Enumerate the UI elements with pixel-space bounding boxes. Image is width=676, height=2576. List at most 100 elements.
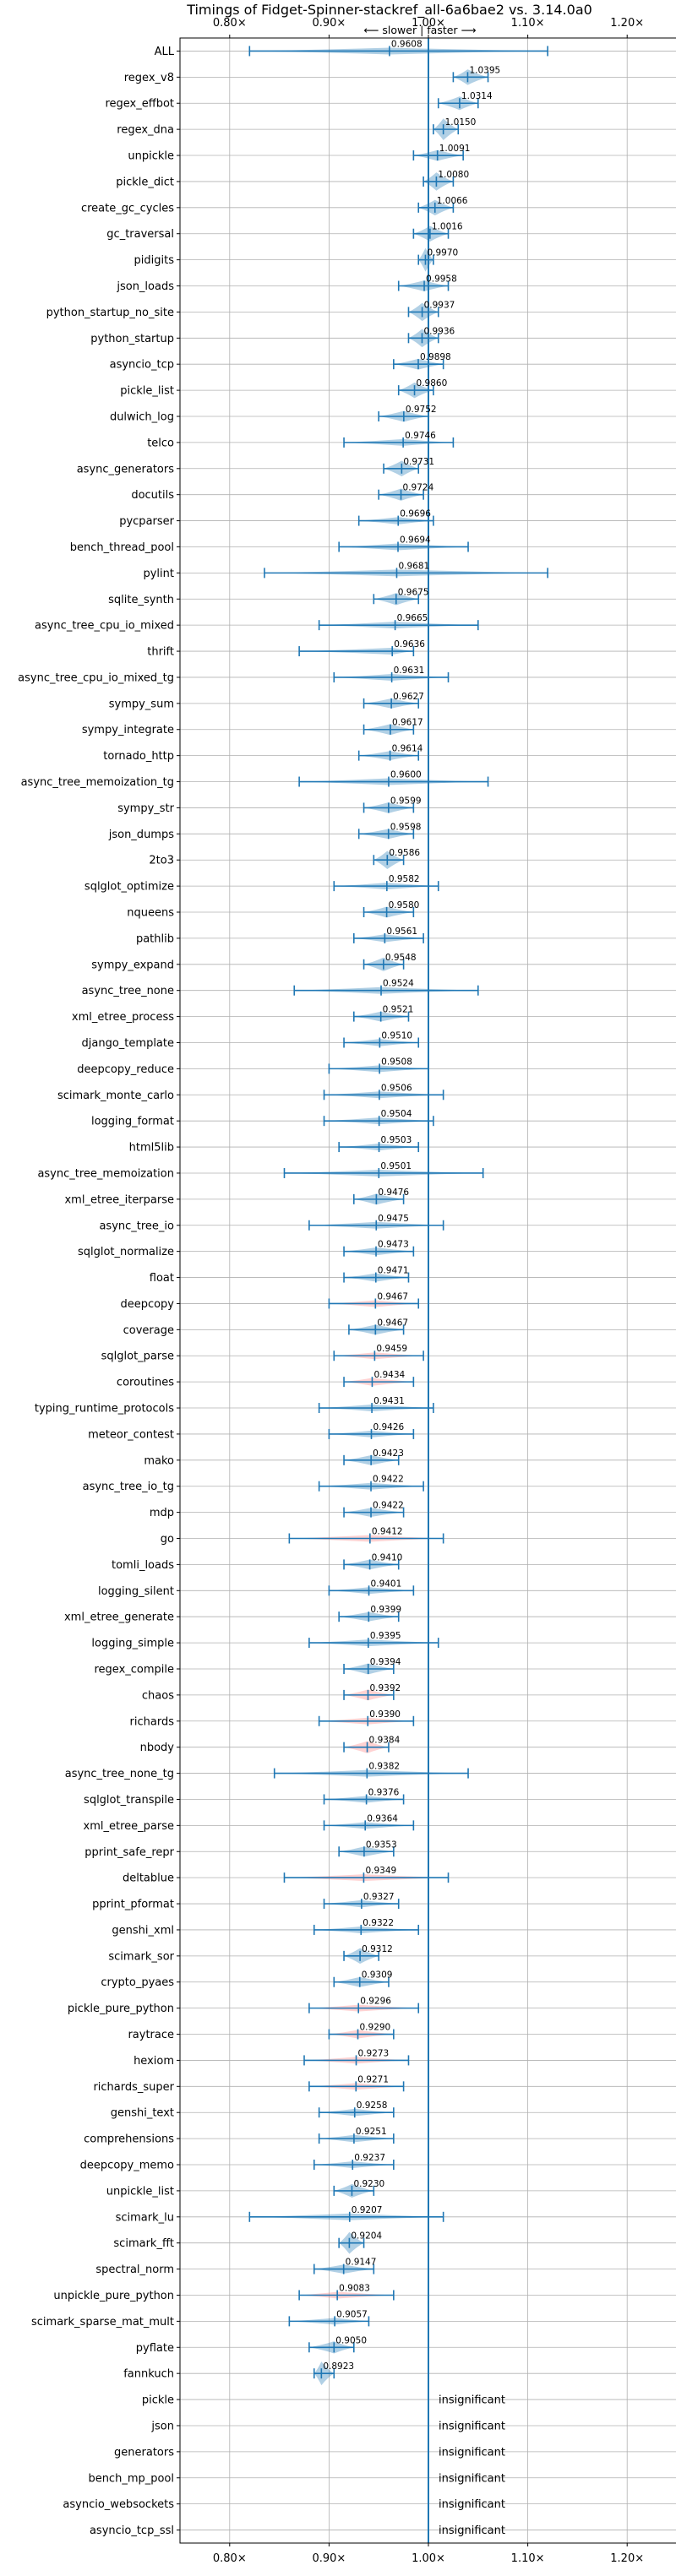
benchmark-label: scimark_sparse_mat_mult [31,2316,174,2329]
value-label: 0.9694 [400,535,431,545]
benchmark-label: bench_mp_pool [88,2472,174,2485]
benchmark-label: create_gc_cycles [81,202,174,215]
benchmark-label: spectral_norm [95,2264,174,2276]
benchmark-label: async_generators [77,463,175,476]
benchmark-label: sympy_str [117,802,174,815]
insignificant-label: insignificant [439,2524,505,2537]
benchmark-label: nbody [140,1742,175,1754]
benchmark-label: asyncio_tcp_ssl [90,2524,174,2537]
value-label: 0.9510 [381,1030,412,1041]
benchmark-label: pickle_dict [116,176,174,188]
benchmark-label: ALL [155,46,175,58]
benchmark-label: gc_traversal [106,228,174,241]
value-label: 0.9752 [406,405,437,415]
benchmark-label: xml_etree_parse [84,1820,174,1833]
x-tick-label-top: 0.90× [312,17,346,30]
value-label: 0.9410 [372,1552,403,1562]
value-label: 0.9401 [371,1579,402,1589]
x-tick-label-bottom: 1.20× [610,2552,644,2565]
value-label: 0.9273 [358,2048,390,2058]
benchmark-label: xml_etree_generate [64,1611,174,1624]
benchmark-label: html5lib [129,1142,174,1155]
value-label: 0.9631 [394,666,425,676]
benchmark-label: genshi_text [111,2107,174,2120]
value-label: 0.9349 [365,1866,396,1876]
value-label: 1.0395 [469,65,500,75]
value-label: 0.9057 [336,2309,368,2319]
value-label: 0.9665 [397,613,428,623]
value-label: 0.9614 [392,744,423,754]
insignificant-label: insignificant [439,2420,505,2432]
benchmark-label: float [150,1272,174,1285]
value-label: 0.9501 [380,1161,412,1171]
value-label: 0.9431 [373,1396,405,1406]
value-label: 0.9392 [369,1683,401,1693]
benchmark-label: scimark_lu [116,2211,174,2224]
value-label: 0.9422 [373,1475,404,1485]
x-tick-label-top: 1.10× [511,17,545,30]
benchmark-label: coroutines [117,1377,174,1389]
benchmark-label: unpickle_list [106,2185,174,2198]
benchmark-label: async_tree_io [99,1220,174,1232]
benchmark-label: 2to3 [149,855,174,867]
value-label: 1.0314 [461,91,493,101]
benchmark-label: deepcopy [120,1298,174,1311]
benchmark-label: json_loads [116,280,174,293]
insignificant-label: insignificant [439,2446,505,2459]
benchmark-label: regex_compile [94,1663,174,1676]
benchmark-label: tomli_loads [112,1559,174,1572]
value-label: 0.9503 [381,1135,412,1145]
value-label: 0.9675 [398,587,429,597]
benchmark-label: unpickle [128,150,174,163]
benchmark-label: pylint [143,568,174,580]
value-label: 0.9390 [369,1709,401,1720]
benchmark-label: go [161,1533,174,1546]
x-tick-label-top: 1.00× [412,17,445,30]
benchmark-label: pyflate [136,2342,174,2355]
benchmark-label: bench_thread_pool [70,541,174,554]
benchmark-label: pprint_pformat [92,1899,174,1911]
benchmark-label: sqlite_synth [108,594,174,606]
value-label: 0.9508 [381,1057,412,1067]
value-label: 0.9627 [393,692,424,702]
benchmark-label: pickle_pure_python [68,2003,174,2015]
chart-title: Timings of Fidget-Spinner-stackref_all-6… [186,2,592,19]
value-label: 0.9364 [367,1813,398,1823]
benchmark-label: generators [114,2446,174,2459]
value-label: 0.9548 [385,953,417,963]
benchmark-label: regex_dna [117,124,174,137]
value-label: 0.9475 [378,1214,409,1224]
value-label: 0.9524 [383,979,414,989]
benchmark-label: hexiom [134,2055,174,2068]
benchmark-label: pidigits [134,254,175,267]
x-tick-label-bottom: 0.90× [312,2552,346,2565]
benchmark-label: sympy_sum [109,698,174,710]
label-layer: 0.80× 0.80× 0.90× 0.90× 1.00× 1.00× 1.10× 1.10×… [18,17,644,2565]
benchmark-label: nqueens [127,907,174,920]
benchmark-label: sqlglot_parse [101,1350,174,1363]
benchmark-label: chaos [142,1689,174,1702]
x-tick-label-bottom: 1.00× [412,2552,445,2565]
value-label: 0.9322 [363,1918,394,1928]
benchmark-label: crypto_pyaes [101,1976,174,1989]
value-label: 0.9724 [403,483,434,493]
value-label: 0.9423 [373,1448,404,1459]
benchmark-label: meteor_contest [88,1428,174,1441]
benchmark-label: async_tree_io_tg [83,1481,174,1493]
value-label: 0.9376 [368,1787,400,1797]
benchmark-label: genshi_xml [112,1924,174,1937]
value-label: 0.9207 [352,2205,383,2215]
benchmark-label: regex_effbot [105,98,174,111]
value-label: 0.9696 [400,509,431,519]
benchmark-label: async_tree_cpu_io_mixed_tg [18,671,174,684]
benchmark-label: pickle [142,2394,174,2407]
x-tick-label-bottom: 0.80× [213,2552,247,2565]
benchmark-label: pprint_safe_repr [84,1846,174,1859]
benchmark-label: pathlib [136,932,174,945]
benchmark-label: pickle_list [120,385,174,398]
benchmark-label: deltablue [123,1872,174,1885]
insignificant-label: insignificant [439,2498,505,2511]
value-label: 0.9426 [373,1422,404,1432]
value-label: 0.9258 [357,2100,388,2111]
